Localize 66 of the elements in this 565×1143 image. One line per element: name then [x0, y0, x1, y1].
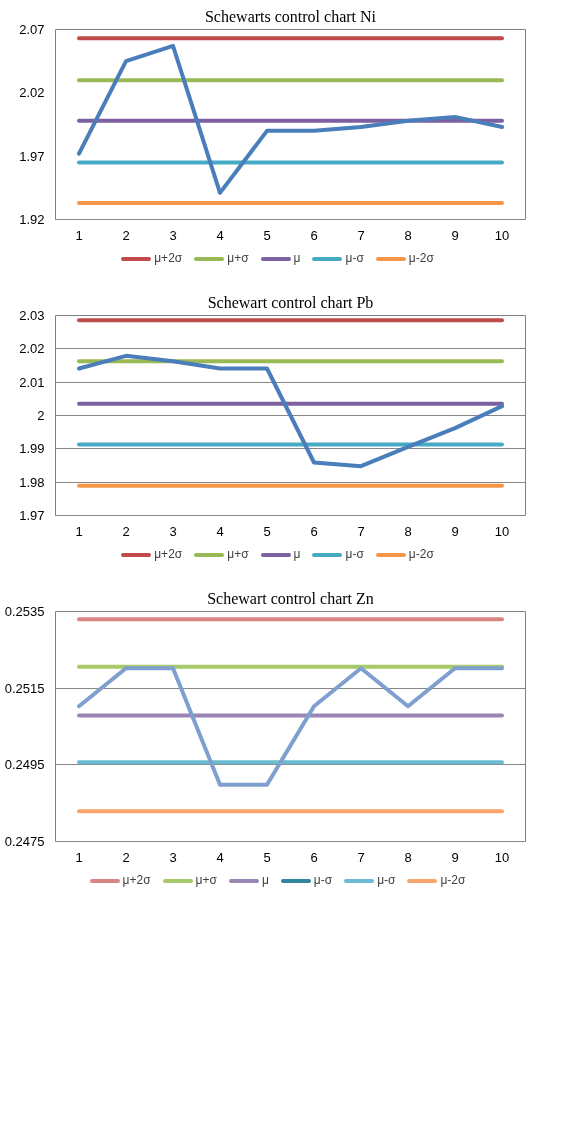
line-series	[77, 353, 504, 469]
x-tick-label: 2	[122, 227, 130, 243]
y-tick-label: 1.92	[19, 212, 45, 227]
y-tick-label: 2	[37, 408, 45, 423]
x-tick-label: 4	[216, 849, 224, 865]
x-tick-label: 7	[357, 523, 365, 539]
x-tick-label: 9	[451, 523, 459, 539]
y-tick-label: 0.2515	[4, 680, 45, 696]
x-tick-label: 6	[310, 523, 318, 539]
legend-label: μ+σ	[227, 250, 249, 268]
y-tick-label: 1.99	[19, 441, 45, 457]
y-tick-label: 2.01	[19, 374, 45, 390]
chart-title: Schewart control chart Zn	[207, 589, 374, 607]
legend-label: μ+σ	[227, 546, 249, 564]
x-tick-label: 8	[404, 523, 412, 539]
y-tick-label: 2.02	[19, 341, 45, 357]
legend-label: μ+σ	[195, 872, 217, 890]
legend-label: μ-2σ	[408, 546, 434, 564]
legend-label: μ-2σ	[440, 872, 466, 890]
x-tick-label: 9	[451, 849, 459, 865]
x-tick-label: 8	[404, 227, 412, 243]
x-tick-label: 2	[122, 849, 130, 865]
legend-label: μ+2σ	[122, 872, 151, 890]
x-tick-label: 2	[122, 523, 130, 539]
x-tick-label: 6	[310, 227, 318, 243]
y-tick-label: 0.2495	[4, 757, 45, 773]
x-tick-label: 5	[263, 849, 271, 865]
legend-label: μ+2σ	[154, 546, 183, 564]
legend-label: μ+2σ	[154, 250, 183, 268]
chart-title: Schewart control chart Pb	[207, 293, 374, 311]
x-tick-label: 10	[494, 227, 510, 243]
x-tick-label: 10	[494, 849, 510, 865]
legend-label: μ-σ	[377, 872, 396, 890]
x-tick-label: 9	[451, 227, 459, 243]
legend-label: μ	[293, 546, 301, 564]
x-tick-label: 10	[494, 523, 510, 539]
x-tick-label: 7	[357, 227, 365, 243]
x-tick-label: 5	[263, 523, 271, 539]
y-tick-label: 1.98	[19, 474, 45, 490]
x-tick-label: 3	[169, 523, 177, 539]
y-tick-label: 2.07	[19, 22, 45, 37]
y-tick-label: 2.03	[19, 308, 45, 323]
x-tick-label: 3	[169, 849, 177, 865]
legend-label: μ	[261, 872, 269, 890]
line-series	[77, 43, 504, 195]
y-tick-label: 1.97	[19, 148, 45, 164]
x-tick-label: 5	[263, 227, 271, 243]
y-tick-label: 1.97	[19, 508, 45, 523]
x-tick-label: 4	[216, 227, 224, 243]
legend-label: μ-σ	[313, 872, 333, 890]
legend-label: μ	[293, 250, 301, 268]
legend-label: μ-2σ	[408, 250, 434, 268]
x-tick-label: 1	[75, 227, 83, 243]
legend-label: μ-σ	[345, 250, 364, 268]
x-tick-label: 8	[404, 849, 412, 865]
chart-title: Schewarts control chart Ni	[204, 7, 377, 25]
y-tick-label: 0.2535	[4, 604, 45, 619]
x-tick-label: 7	[357, 849, 365, 865]
legend-label: μ-σ	[345, 546, 364, 564]
x-tick-label: 3	[169, 227, 177, 243]
y-tick-label: 0.2475	[4, 834, 45, 849]
x-tick-label: 6	[310, 849, 318, 865]
x-tick-label: 1	[75, 849, 83, 865]
x-tick-label: 1	[75, 523, 83, 539]
x-tick-label: 4	[216, 523, 224, 539]
y-tick-label: 2.02	[19, 85, 45, 101]
